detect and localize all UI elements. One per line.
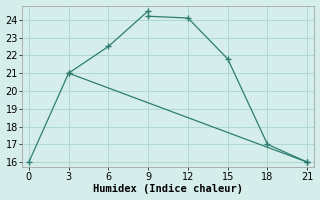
X-axis label: Humidex (Indice chaleur): Humidex (Indice chaleur): [93, 184, 243, 194]
